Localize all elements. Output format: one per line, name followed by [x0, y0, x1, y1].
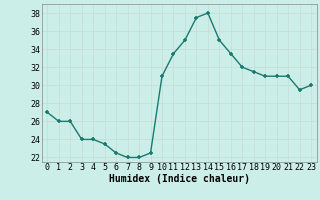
X-axis label: Humidex (Indice chaleur): Humidex (Indice chaleur) [109, 174, 250, 184]
